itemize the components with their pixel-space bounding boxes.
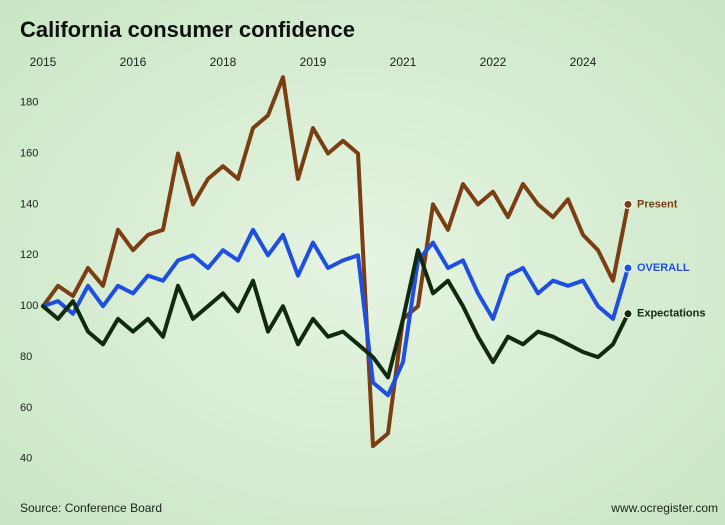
series-line — [41, 248, 630, 380]
series-line — [41, 75, 630, 449]
y-tick-label: 40 — [20, 453, 32, 465]
x-tick-label: 2022 — [480, 55, 507, 69]
y-tick-label: 80 — [20, 351, 32, 363]
chart-title: California consumer confidence — [20, 17, 355, 42]
x-tick-label: 2018 — [210, 55, 237, 69]
x-tick-label: 2016 — [120, 55, 147, 69]
y-tick-label: 60 — [20, 402, 32, 414]
end-marker — [623, 263, 633, 273]
y-tick-label: 140 — [20, 198, 38, 210]
end-marker — [623, 309, 633, 319]
y-tick-label: 120 — [20, 249, 38, 261]
x-tick-label: 2021 — [390, 55, 417, 69]
source: Source: Conference Board — [20, 501, 162, 515]
y-tick-label: 160 — [20, 147, 38, 159]
end-marker — [623, 199, 633, 209]
y-tick-label: 180 — [20, 97, 38, 109]
credit: www.ocregister.com — [610, 501, 718, 515]
series-label: OVERALL — [637, 262, 690, 274]
x-tick-label: 2015 — [30, 55, 57, 69]
x-tick-label: 2019 — [300, 55, 327, 69]
series-label: Present — [637, 198, 678, 210]
series-line — [41, 227, 630, 398]
y-tick-label: 100 — [20, 300, 38, 312]
series-label: Expectations — [637, 308, 705, 320]
x-tick-label: 2024 — [570, 55, 597, 69]
